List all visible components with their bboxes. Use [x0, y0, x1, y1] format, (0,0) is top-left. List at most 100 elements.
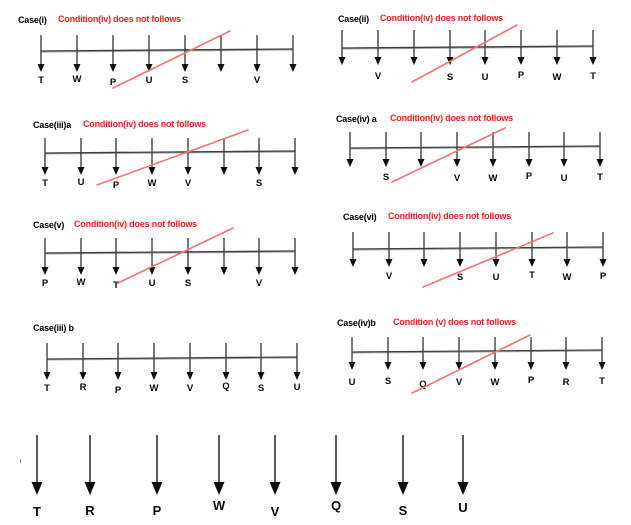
down-arrow-head [293, 372, 301, 380]
down-arrow-head [385, 259, 393, 267]
case-panel-ii: Case(ii) Condition(iv) does not follows … [330, 12, 622, 107]
down-arrow-head [599, 259, 607, 267]
position-letter: V [256, 278, 263, 289]
down-arrow-head [346, 159, 354, 167]
baseline [351, 349, 603, 353]
position-letter: W [150, 383, 159, 394]
position-letter: S [182, 75, 188, 86]
down-arrow-head [77, 167, 85, 175]
down-arrow-head [289, 64, 297, 72]
position-letter: P [526, 171, 533, 182]
baseline-shadow [341, 46, 594, 50]
position-letter: U [458, 500, 467, 515]
baseline-shadow [40, 49, 294, 53]
position-letter: R [85, 503, 95, 518]
position-letter: T [42, 178, 48, 189]
strike-line [411, 334, 531, 394]
position-letter: T [599, 376, 605, 387]
condition-note: Condition(iv) does not follows [74, 219, 197, 229]
position-letter: U [493, 272, 500, 283]
down-arrow-head [291, 167, 299, 175]
case-panel-iv-a: Case(iv) a Condition(iv) does not follow… [330, 108, 622, 203]
down-arrow-head [397, 482, 409, 495]
position-letter: S [383, 172, 389, 183]
down-arrow-head [417, 159, 425, 167]
position-letter: W [213, 498, 226, 513]
down-arrow-head [112, 267, 120, 275]
position-letter: S [258, 383, 264, 394]
strike-line [411, 24, 518, 83]
position-letter: U [482, 72, 489, 83]
down-arrow-head [553, 57, 561, 65]
down-arrow-head [420, 259, 428, 267]
down-arrow-head [257, 372, 265, 380]
case-label: Case(iii) b [33, 323, 74, 333]
down-arrow-head [213, 482, 225, 495]
baseline [46, 356, 298, 360]
down-arrow-head [384, 362, 392, 370]
position-letter: S [399, 503, 408, 518]
position-letter: W [553, 72, 562, 83]
case-label: Case(ii) [338, 14, 369, 24]
down-arrow-head [148, 167, 156, 175]
down-arrow-head [330, 482, 342, 495]
down-arrow-head [453, 159, 461, 167]
position-letter: R [563, 377, 570, 388]
condition-note: Condition(iv) does not follows [380, 13, 503, 23]
condition-note: Condition(iv) does not follows [83, 119, 206, 129]
baseline [44, 150, 296, 154]
down-arrow-head [109, 64, 117, 72]
down-arrow-head [491, 362, 499, 370]
position-letter: V [456, 377, 463, 388]
case-panel-i: Case(i) Condition(iv) does not follows T… [14, 12, 314, 107]
position-letter: U [294, 382, 301, 393]
position-letter: P [115, 385, 122, 396]
down-arrow-head [382, 159, 390, 167]
down-arrow-head [517, 57, 525, 65]
down-arrow-head [269, 482, 281, 495]
position-letter: V [187, 383, 194, 394]
strike-line [117, 227, 234, 284]
position-letter: P [600, 271, 607, 282]
down-arrow-head [184, 267, 192, 275]
down-arrow-head [220, 267, 228, 275]
down-arrow-head [455, 362, 463, 370]
down-arrow-head [410, 57, 418, 65]
position-letter: W [73, 74, 82, 85]
down-arrow-head [563, 259, 571, 267]
position-letter: S [256, 178, 262, 189]
position-letter: T [33, 504, 41, 519]
position-letter: V [254, 75, 261, 86]
position-letter: S [385, 376, 391, 387]
position-letter: R [80, 382, 87, 393]
down-arrow-head [255, 267, 263, 275]
down-arrow-head [255, 167, 263, 175]
position-letter: Q [331, 498, 341, 513]
position-letter: T [529, 270, 535, 281]
position-letter: W [148, 178, 157, 189]
down-arrow-head [348, 362, 356, 370]
down-arrow-head [222, 372, 230, 380]
position-letter: W [563, 272, 572, 283]
position-letter: T [597, 172, 603, 183]
case-panel-iii-b: Case(iii) b T R P W V Q S U [14, 315, 314, 410]
baseline [40, 48, 294, 52]
position-letter: Q [222, 381, 229, 392]
down-arrow-head [481, 57, 489, 65]
down-arrow-head [151, 482, 163, 495]
case-panel-vi: Case(vi) Condition(iv) does not follows … [330, 205, 622, 300]
down-arrow-head [253, 64, 261, 72]
down-arrow-head [349, 259, 357, 267]
case-label: Case(iv)b [337, 318, 376, 328]
down-arrow-head [84, 482, 96, 495]
position-letter: U [349, 377, 356, 388]
case-label: Case(iv) a [336, 114, 377, 124]
position-letter: T [113, 280, 119, 291]
down-arrow-head [492, 259, 500, 267]
position-letter: W [77, 277, 86, 288]
